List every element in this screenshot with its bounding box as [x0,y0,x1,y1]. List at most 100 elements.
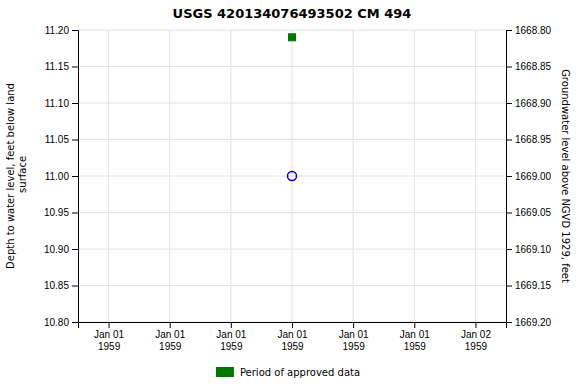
tick-label-line: Jan 01 [339,329,369,340]
y-axis: 10.80 10.85 10.90 10.95 11.00 11.05 11.10 11.15… [44,25,79,328]
legend-label: Period of approved data [240,367,360,378]
tick-label-line: 1959 [465,341,488,352]
tick-mark [292,322,293,328]
tick-label-line: Jan 01 [94,329,124,340]
tick-mark [506,249,512,250]
tick-mark [475,322,476,328]
tick-label: Jan 021959 [461,329,491,352]
axis-line [507,31,513,323]
tick-label: 1668.90 [515,98,552,109]
tick-label: 11.05 [45,134,70,145]
tick-label-line: 1959 [159,341,182,352]
tick-label: 10.85 [44,280,69,291]
tick-label-line: Jan 01 [400,329,430,340]
grid-line [414,30,415,322]
tick: 11.15 [45,61,78,72]
tick-mark [506,286,512,287]
tick-label-line: Jan 01 [216,329,246,340]
tick-mark [72,67,78,68]
tick-label-line: 1959 [343,341,366,352]
tick-mark [506,67,512,68]
tick: 1668.80 [506,25,552,36]
tick: Jan 011959 [216,322,246,352]
grid-line [108,30,109,322]
tick-mark [72,249,78,250]
tick-label: 1668.80 [515,25,552,36]
grid-line [292,30,293,322]
tick-mark [506,213,512,214]
tick-label: Jan 011959 [94,329,124,352]
tick: Jan 011959 [155,322,185,352]
tick: Jan 011959 [339,322,369,352]
tick-label-line: Jan 02 [461,329,491,340]
tick: 10.85 [44,280,78,291]
y-axis-title-line: surface [17,156,28,196]
tick-label: 1669.00 [515,171,552,182]
tick: 11.05 [45,134,78,145]
tick: 1669.05 [506,207,552,218]
tick-label: 1669.20 [515,317,552,328]
tick-label: 11.15 [45,61,70,72]
tick: 10.80 [44,317,78,328]
tick: Jan 011959 [94,322,124,352]
tick-mark [414,322,415,328]
tick: 1668.95 [506,134,552,145]
tick-label: 11.20 [45,25,70,36]
grid [78,30,506,322]
tick: Jan 021959 [461,322,491,352]
tick: 1669.10 [506,244,552,255]
tick-label: 1669.05 [515,207,552,218]
x-axis: Jan 011959Jan 011959Jan 011959Jan 011959… [79,322,507,352]
tick: 1669.00 [506,171,552,182]
tick-label: Jan 011959 [339,329,369,352]
tick: 11.20 [45,25,78,36]
tick-label: 1669.10 [515,244,552,255]
tick: 1668.90 [506,98,552,109]
tick: 10.95 [44,207,78,218]
tick-mark [170,322,171,328]
plot: Jan 011959Jan 011959Jan 011959Jan 011959… [5,25,571,352]
point [288,172,297,181]
y2-axis: 1669.201669.151669.101669.051669.001668.… [506,25,552,328]
tick-label: Jan 011959 [277,329,307,352]
tick-mark [353,322,354,328]
y-axis-title-line: Depth to water level, feet below land [5,83,16,269]
tick-label: 11.00 [45,171,70,182]
grid-line [475,30,476,322]
tick: 10.90 [44,244,78,255]
tick-label: 10.90 [44,244,69,255]
grid-line [230,30,231,322]
tick: Jan 011959 [277,322,307,352]
y2-axis-title-line: Groundwater level above NGVD 1929, feet [560,69,571,283]
tick-label-line: 1959 [98,341,121,352]
tick: 1669.20 [506,317,552,328]
marks [288,34,297,181]
tick-mark [72,30,78,31]
tick-label-line: 1959 [404,341,427,352]
tick-mark [109,322,110,328]
tick-label-line: 1959 [281,341,304,352]
grid-line [353,30,354,322]
tick: 11.10 [45,98,78,109]
tick-label: 1668.85 [515,61,552,72]
tick-mark [506,176,512,177]
tick-mark [506,103,512,104]
tick: 11.00 [45,171,78,182]
axis-line [79,323,507,329]
legend: Period of approved data [216,367,360,378]
point [289,34,296,41]
tick-mark [72,103,78,104]
tick-mark [506,322,512,323]
grid-line [169,30,170,322]
tick-mark [72,176,78,177]
tick-mark [72,322,78,323]
tick-label: 10.80 [44,317,69,328]
tick-mark [72,140,78,141]
tick-label: 1668.95 [515,134,552,145]
y2-axis-title: Groundwater level above NGVD 1929, feet [560,69,571,283]
tick-label: 10.95 [44,207,69,218]
tick-label-line: Jan 01 [277,329,307,340]
title: USGS 420134076493502 CM 494 [173,6,412,21]
tick-mark [72,213,78,214]
tick-mark [72,286,78,287]
